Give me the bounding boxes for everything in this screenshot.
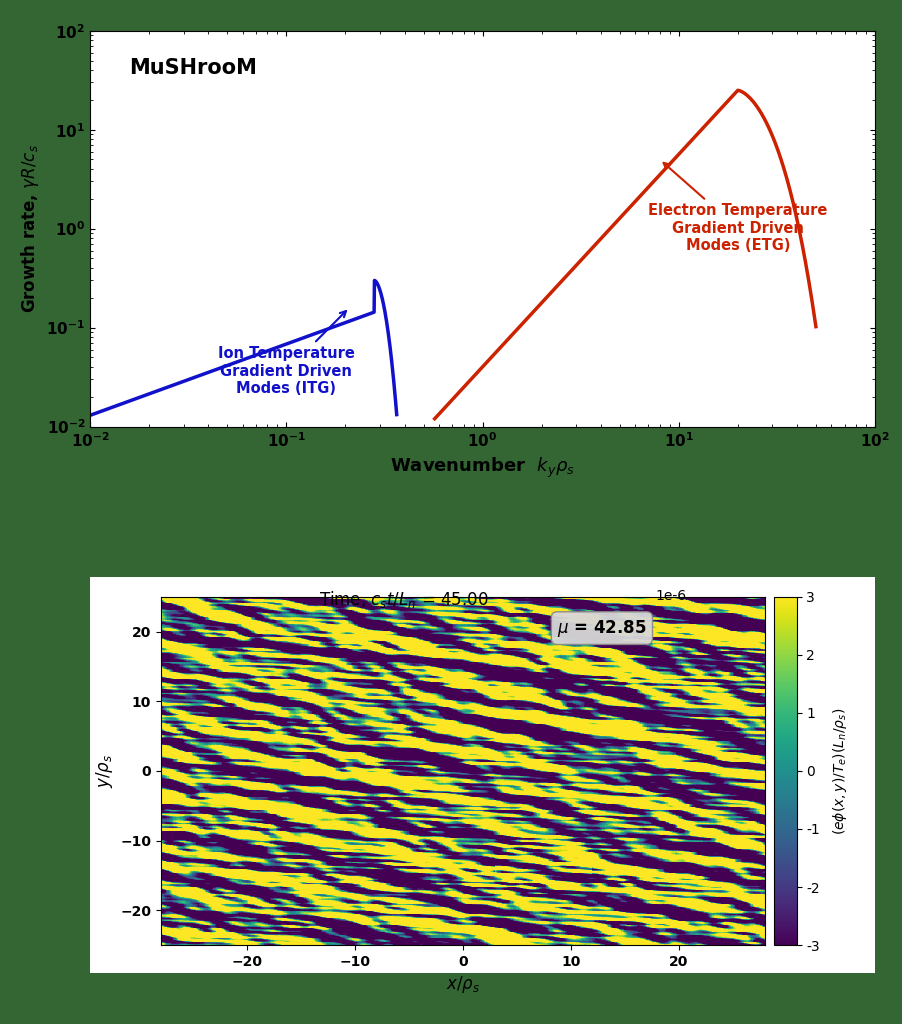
Y-axis label: Growth rate, $\gamma R/c_s$: Growth rate, $\gamma R/c_s$ — [19, 144, 41, 313]
Text: 1e-6: 1e-6 — [655, 589, 686, 603]
X-axis label: $x/\rho_s$: $x/\rho_s$ — [446, 975, 480, 995]
Text: Electron Temperature
Gradient Driven
Modes (ETG): Electron Temperature Gradient Driven Mod… — [649, 163, 827, 253]
Text: $\mu$ = 42.85: $\mu$ = 42.85 — [557, 617, 647, 639]
Text: MuSHrooM: MuSHrooM — [130, 58, 257, 79]
Text: Ion Temperature
Gradient Driven
Modes (ITG): Ion Temperature Gradient Driven Modes (I… — [218, 311, 354, 396]
X-axis label: Wavenumber  $k_y\rho_s$: Wavenumber $k_y\rho_s$ — [390, 456, 575, 480]
Y-axis label: $y/\rho_s$: $y/\rho_s$ — [94, 754, 115, 788]
Y-axis label: $(e\phi(x, y)/T_e)(L_n/\rho_s)$: $(e\phi(x, y)/T_e)(L_n/\rho_s)$ — [832, 708, 849, 835]
Text: Time, $c_s t/L_n$ = 45.00: Time, $c_s t/L_n$ = 45.00 — [319, 589, 489, 610]
